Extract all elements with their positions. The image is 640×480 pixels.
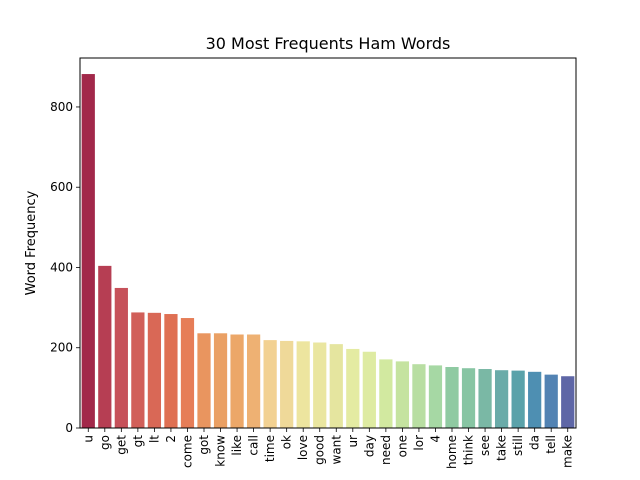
- bar-make: [561, 376, 575, 428]
- bar-ok: [280, 340, 294, 428]
- bar-lor: [412, 364, 426, 428]
- y-axis-label: Word Frequency: [24, 190, 39, 295]
- x-tick-label: want: [329, 435, 343, 465]
- x-tick-label: see: [478, 435, 492, 456]
- x-tick-label: still: [511, 435, 525, 456]
- bar-see: [478, 369, 492, 428]
- bar-think: [461, 368, 476, 428]
- x-tick-label: like: [230, 435, 244, 456]
- bar-2: [164, 314, 178, 428]
- x-tick-label: lor: [412, 435, 426, 451]
- x-tick-label: home: [445, 435, 459, 469]
- y-tick-label: 200: [50, 341, 73, 355]
- bar-one: [395, 361, 410, 428]
- y-tick-label: 600: [50, 180, 73, 194]
- x-tick-label: tell: [544, 435, 558, 454]
- bar-good: [313, 342, 327, 428]
- x-tick-label: ok: [280, 435, 294, 449]
- x-tick-label: know: [214, 435, 228, 467]
- x-tick-label: need: [379, 435, 393, 465]
- x-tick-label: take: [495, 435, 509, 461]
- bar-4: [428, 365, 443, 428]
- x-tick-label: make: [561, 435, 575, 468]
- bar-take: [494, 370, 509, 428]
- x-tick-label: da: [528, 435, 542, 450]
- x-tick-label: good: [313, 435, 327, 465]
- bar-need: [379, 359, 393, 428]
- y-axis-ticks: 0 200 400 600 800: [50, 100, 80, 435]
- x-tick-label: gt: [131, 435, 145, 448]
- y-tick-label: 400: [50, 260, 73, 274]
- x-tick-label: day: [362, 435, 376, 457]
- plot-frame: [79, 57, 577, 429]
- x-tick-label: ur: [346, 435, 360, 448]
- x-tick-label: go: [98, 435, 112, 450]
- x-tick-label: 4: [428, 435, 442, 443]
- y-tick-label: 800: [50, 100, 73, 114]
- bar-u: [81, 74, 95, 429]
- bar-tell: [544, 374, 558, 428]
- x-tick-label: love: [296, 435, 310, 460]
- bar-like: [230, 334, 244, 428]
- x-axis-ticks: u go get gt lt 2 come got know like call time ok love…: [81, 428, 575, 469]
- x-tick-label: u: [81, 435, 95, 443]
- bar-day: [362, 351, 376, 428]
- bar-come: [180, 318, 195, 428]
- bar-time: [263, 340, 277, 428]
- bar-love: [296, 341, 310, 428]
- x-tick-label: think: [462, 435, 476, 465]
- y-tick-label: 0: [65, 421, 73, 435]
- bar-go: [98, 265, 112, 428]
- x-tick-label: come: [180, 435, 194, 468]
- bar-call: [246, 334, 261, 428]
- bar-get: [114, 287, 128, 428]
- chart-title: 30 Most Frequents Ham Words: [206, 34, 451, 53]
- bar-da: [528, 371, 542, 428]
- x-tick-label: get: [114, 435, 128, 455]
- bar-home: [445, 367, 459, 428]
- bar-lt: [147, 312, 162, 428]
- bar-got: [197, 333, 211, 428]
- bar-want: [329, 344, 343, 428]
- x-tick-label: lt: [147, 435, 161, 443]
- bar-still: [511, 370, 525, 428]
- x-tick-label: call: [247, 435, 261, 456]
- bar-know: [213, 333, 228, 428]
- bars-group: [81, 74, 575, 429]
- x-tick-label: 2: [164, 435, 178, 443]
- bar-gt: [131, 312, 145, 428]
- x-tick-label: one: [395, 435, 409, 457]
- x-tick-label: got: [197, 435, 211, 455]
- x-tick-label: time: [263, 435, 277, 462]
- bar-ur: [346, 348, 360, 428]
